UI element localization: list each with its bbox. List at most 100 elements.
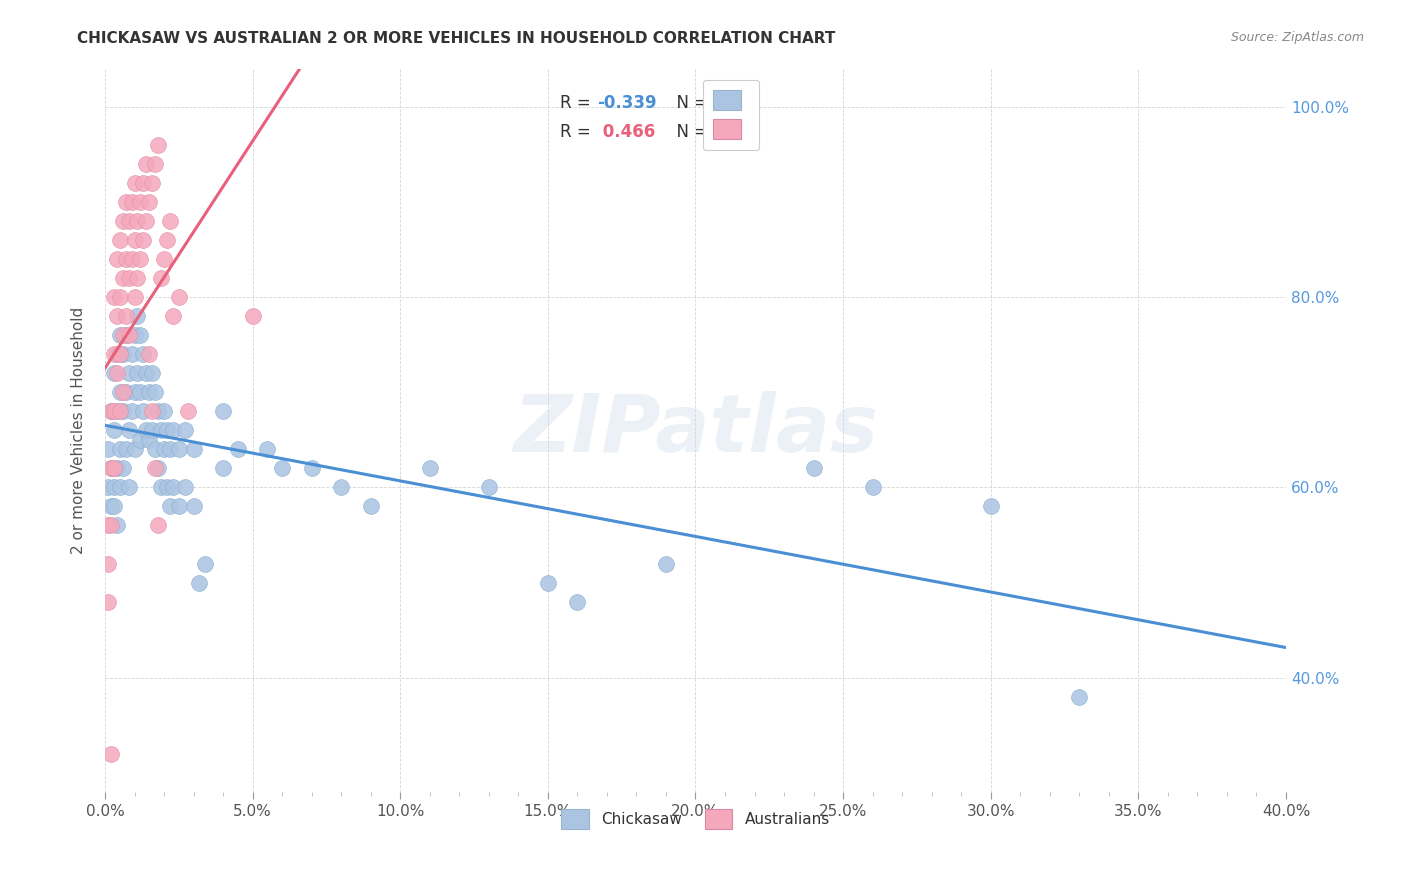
Point [173, 423, 195, 437]
Point [138, 433, 160, 447]
Point [129, 328, 152, 343]
Point [127, 214, 149, 228]
Point [226, 442, 249, 457]
Point [124, 385, 146, 400]
Point [103, 461, 125, 475]
Point [127, 271, 149, 285]
Point [176, 404, 198, 418]
Point [105, 347, 128, 361]
Point [111, 385, 134, 400]
Point [100, 404, 122, 418]
Point [100, 500, 122, 514]
Point [105, 252, 128, 266]
Point [301, 461, 323, 475]
Point [242, 309, 264, 323]
Point [100, 404, 122, 418]
Point [103, 404, 125, 418]
Point [103, 500, 125, 514]
Point [127, 309, 149, 323]
Point [100, 461, 122, 475]
Point [124, 233, 146, 247]
Point [114, 309, 136, 323]
Point [121, 404, 143, 418]
Point [97, 594, 120, 608]
Point [153, 442, 176, 457]
Point [141, 404, 163, 418]
Point [183, 442, 205, 457]
Point [143, 157, 166, 171]
Point [141, 366, 163, 380]
Point [111, 214, 134, 228]
Point [146, 404, 169, 418]
Point [173, 480, 195, 494]
Point [146, 461, 169, 475]
Point [108, 328, 131, 343]
Point [108, 404, 131, 418]
Point [97, 442, 120, 457]
Point [194, 557, 217, 571]
Point [105, 518, 128, 533]
Point [111, 347, 134, 361]
Text: ZIPatlas: ZIPatlas [513, 392, 877, 469]
Point [980, 500, 1002, 514]
Point [105, 309, 128, 323]
Point [124, 290, 146, 304]
Point [135, 423, 157, 437]
Point [103, 480, 125, 494]
Point [108, 347, 131, 361]
Y-axis label: 2 or more Vehicles in Household: 2 or more Vehicles in Household [72, 307, 86, 554]
Point [114, 328, 136, 343]
Point [188, 575, 211, 590]
Point [117, 214, 139, 228]
Point [537, 575, 560, 590]
Point [132, 176, 155, 190]
Point [146, 137, 169, 152]
Point [111, 271, 134, 285]
Point [803, 461, 825, 475]
Point [129, 194, 152, 209]
Text: R =: R = [560, 95, 596, 112]
Point [108, 233, 131, 247]
Point [127, 366, 149, 380]
Point [159, 214, 181, 228]
Point [97, 518, 120, 533]
Point [108, 290, 131, 304]
Point [167, 290, 190, 304]
Point [141, 423, 163, 437]
Point [1069, 690, 1091, 704]
Point [100, 747, 122, 761]
Text: 0.466: 0.466 [598, 123, 655, 141]
Point [114, 252, 136, 266]
Point [138, 194, 160, 209]
Point [124, 176, 146, 190]
Point [167, 442, 190, 457]
Point [146, 518, 169, 533]
Point [156, 480, 179, 494]
Point [111, 328, 134, 343]
Point [124, 442, 146, 457]
Point [103, 290, 125, 304]
Point [117, 271, 139, 285]
Point [135, 214, 157, 228]
Point [478, 480, 501, 494]
Point [135, 157, 157, 171]
Point [103, 423, 125, 437]
Point [167, 500, 190, 514]
Point [150, 480, 173, 494]
Point [567, 594, 589, 608]
Point [121, 194, 143, 209]
Point [153, 404, 176, 418]
Point [153, 252, 176, 266]
Point [141, 176, 163, 190]
Point [124, 328, 146, 343]
Legend: Chickasaw, Australians: Chickasaw, Australians [555, 803, 835, 835]
Point [105, 404, 128, 418]
Point [150, 423, 173, 437]
Point [132, 347, 155, 361]
Point [159, 500, 181, 514]
Point [162, 309, 184, 323]
Point [162, 423, 184, 437]
Point [143, 385, 166, 400]
Point [138, 347, 160, 361]
Point [114, 194, 136, 209]
